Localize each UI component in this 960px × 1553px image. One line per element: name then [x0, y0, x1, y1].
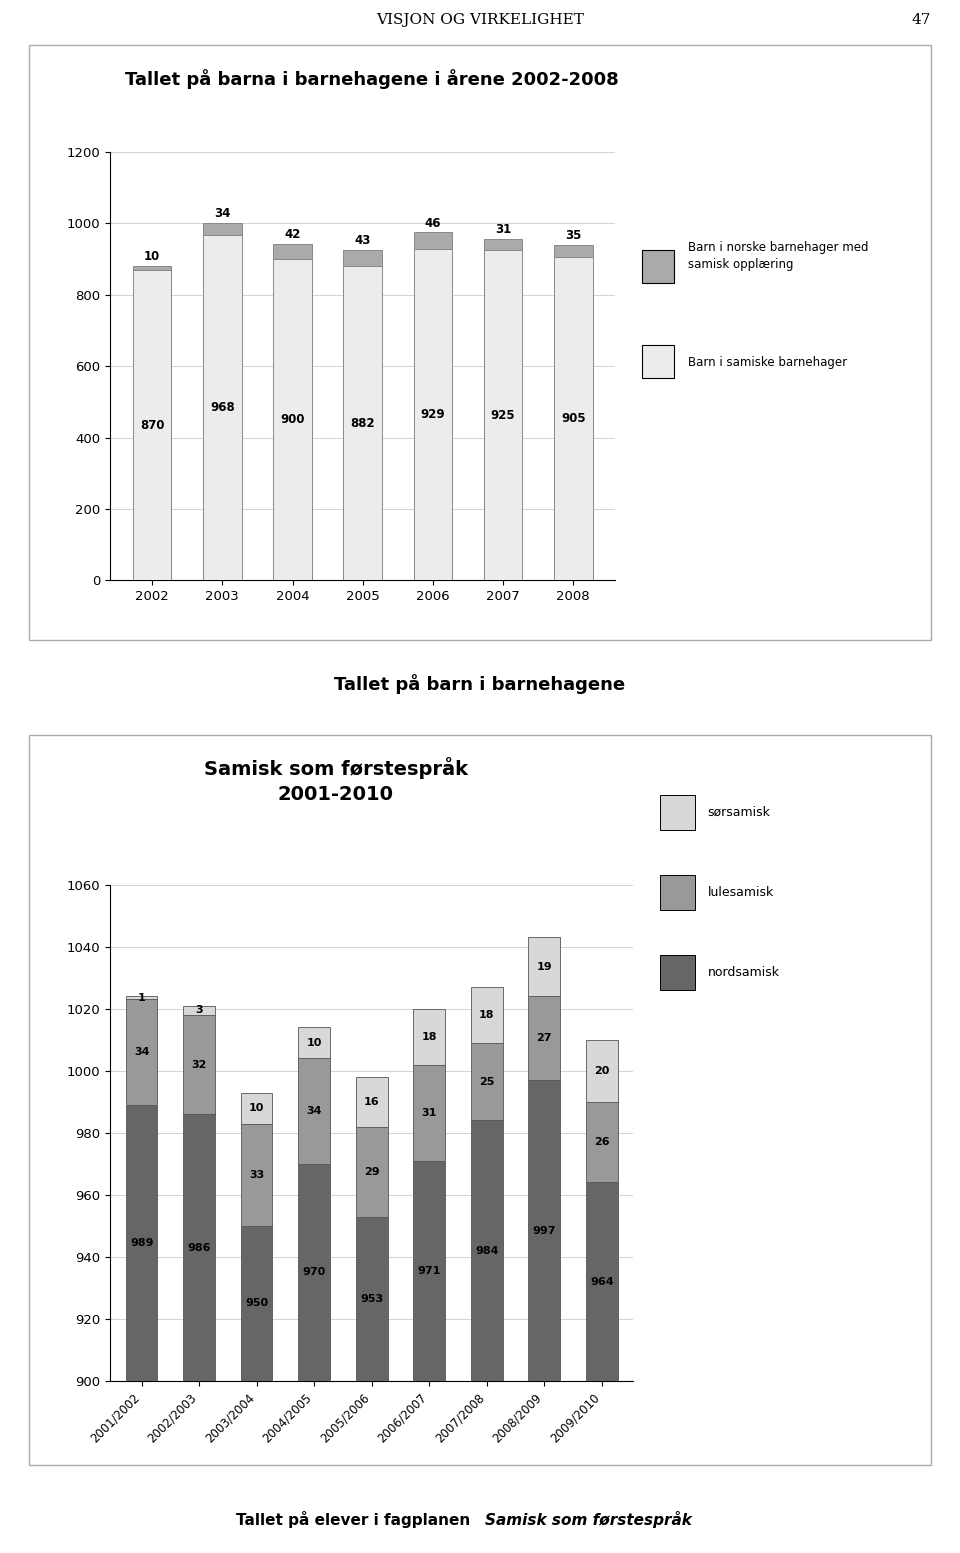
Bar	[274, 259, 312, 581]
Text: 31: 31	[495, 224, 511, 236]
Text: 20: 20	[594, 1065, 610, 1076]
Text: 953: 953	[360, 1294, 383, 1305]
Text: 925: 925	[491, 408, 516, 422]
Bar	[642, 345, 674, 379]
Text: 46: 46	[424, 216, 442, 230]
Text: 984: 984	[475, 1246, 498, 1256]
Bar	[183, 1006, 215, 1016]
Bar	[241, 1092, 273, 1123]
Text: 870: 870	[140, 419, 164, 432]
Text: 1: 1	[138, 992, 146, 1003]
Bar	[126, 997, 157, 1000]
Text: 32: 32	[191, 1059, 206, 1070]
Text: 34: 34	[214, 207, 230, 221]
Text: 16: 16	[364, 1096, 379, 1107]
Bar	[203, 222, 242, 235]
Bar	[642, 250, 674, 283]
Bar	[586, 1101, 617, 1182]
Bar	[356, 1126, 388, 1216]
Bar	[484, 250, 522, 581]
Bar	[660, 795, 695, 829]
Bar	[586, 1182, 617, 1381]
Bar	[554, 245, 592, 258]
Bar	[414, 1065, 445, 1160]
Bar	[132, 270, 172, 581]
Text: nordsamisk: nordsamisk	[708, 966, 780, 980]
Bar	[126, 1104, 157, 1381]
Text: Barn i norske barnehager med
samisk opplæring: Barn i norske barnehager med samisk oppl…	[687, 241, 868, 272]
Bar	[471, 988, 502, 1044]
Bar	[299, 1028, 330, 1059]
Bar	[299, 1059, 330, 1163]
Text: 10: 10	[306, 1037, 322, 1048]
Text: 33: 33	[249, 1169, 264, 1180]
Bar	[471, 1044, 502, 1120]
Bar	[241, 1123, 273, 1225]
Bar	[414, 233, 452, 248]
Bar	[356, 1216, 388, 1381]
Text: Tallet på elever i fagplanen: Tallet på elever i fagplanen	[236, 1511, 475, 1528]
Text: 35: 35	[565, 228, 582, 242]
Text: 25: 25	[479, 1076, 494, 1087]
Bar	[586, 1041, 617, 1101]
Text: 970: 970	[302, 1267, 325, 1278]
Bar	[660, 955, 695, 991]
Bar	[274, 244, 312, 259]
Text: 900: 900	[280, 413, 304, 427]
Text: 26: 26	[594, 1137, 610, 1148]
Bar	[126, 1000, 157, 1104]
Text: 10: 10	[144, 250, 160, 264]
Text: 34: 34	[306, 1106, 322, 1117]
Text: 964: 964	[590, 1277, 613, 1287]
Text: VISJON OG VIRKELIGHET: VISJON OG VIRKELIGHET	[376, 12, 584, 26]
Bar	[528, 1079, 560, 1381]
Bar	[344, 266, 382, 581]
Text: 29: 29	[364, 1166, 379, 1177]
Text: 47: 47	[912, 12, 931, 26]
Text: 43: 43	[354, 235, 371, 247]
Text: 968: 968	[210, 401, 234, 415]
Text: 18: 18	[479, 1009, 494, 1020]
Text: 989: 989	[130, 1238, 154, 1249]
Text: 986: 986	[187, 1242, 211, 1253]
Text: sørsamisk: sørsamisk	[708, 806, 770, 818]
Bar	[299, 1163, 330, 1381]
Text: 31: 31	[421, 1107, 437, 1118]
Bar	[414, 1160, 445, 1381]
Bar	[414, 1009, 445, 1065]
Bar	[183, 1016, 215, 1114]
Bar	[484, 239, 522, 250]
Bar	[344, 250, 382, 266]
Text: Barn i samiske barnehager: Barn i samiske barnehager	[687, 356, 847, 368]
Text: 905: 905	[561, 413, 586, 426]
Bar	[203, 235, 242, 581]
Text: Samisk som førstespråk: Samisk som førstespråk	[485, 1511, 691, 1528]
Text: 882: 882	[350, 416, 375, 430]
Text: 971: 971	[418, 1266, 441, 1277]
Text: Tallet på barn i barnehagene: Tallet på barn i barnehagene	[334, 674, 626, 694]
Bar	[241, 1225, 273, 1381]
Text: 950: 950	[245, 1298, 268, 1309]
Text: 10: 10	[249, 1103, 264, 1114]
Bar	[414, 248, 452, 581]
Text: Tallet på barna i barnehagene i årene 2002-2008: Tallet på barna i barnehagene i årene 20…	[125, 68, 618, 89]
Text: 34: 34	[133, 1047, 150, 1058]
Bar	[528, 997, 560, 1079]
Text: 19: 19	[537, 961, 552, 972]
Text: 27: 27	[537, 1033, 552, 1044]
Text: lulesamisk: lulesamisk	[708, 887, 774, 899]
Text: Samisk som førstespråk
2001-2010: Samisk som førstespråk 2001-2010	[204, 756, 468, 804]
Bar	[183, 1114, 215, 1381]
Text: 3: 3	[195, 1005, 203, 1016]
Bar	[660, 876, 695, 910]
Text: 18: 18	[421, 1031, 437, 1042]
Bar	[132, 267, 172, 270]
Text: 997: 997	[533, 1225, 556, 1236]
Bar	[471, 1120, 502, 1381]
Bar	[356, 1076, 388, 1126]
Text: 929: 929	[420, 408, 445, 421]
Text: 42: 42	[284, 228, 300, 241]
Bar	[528, 938, 560, 997]
Bar	[554, 258, 592, 581]
